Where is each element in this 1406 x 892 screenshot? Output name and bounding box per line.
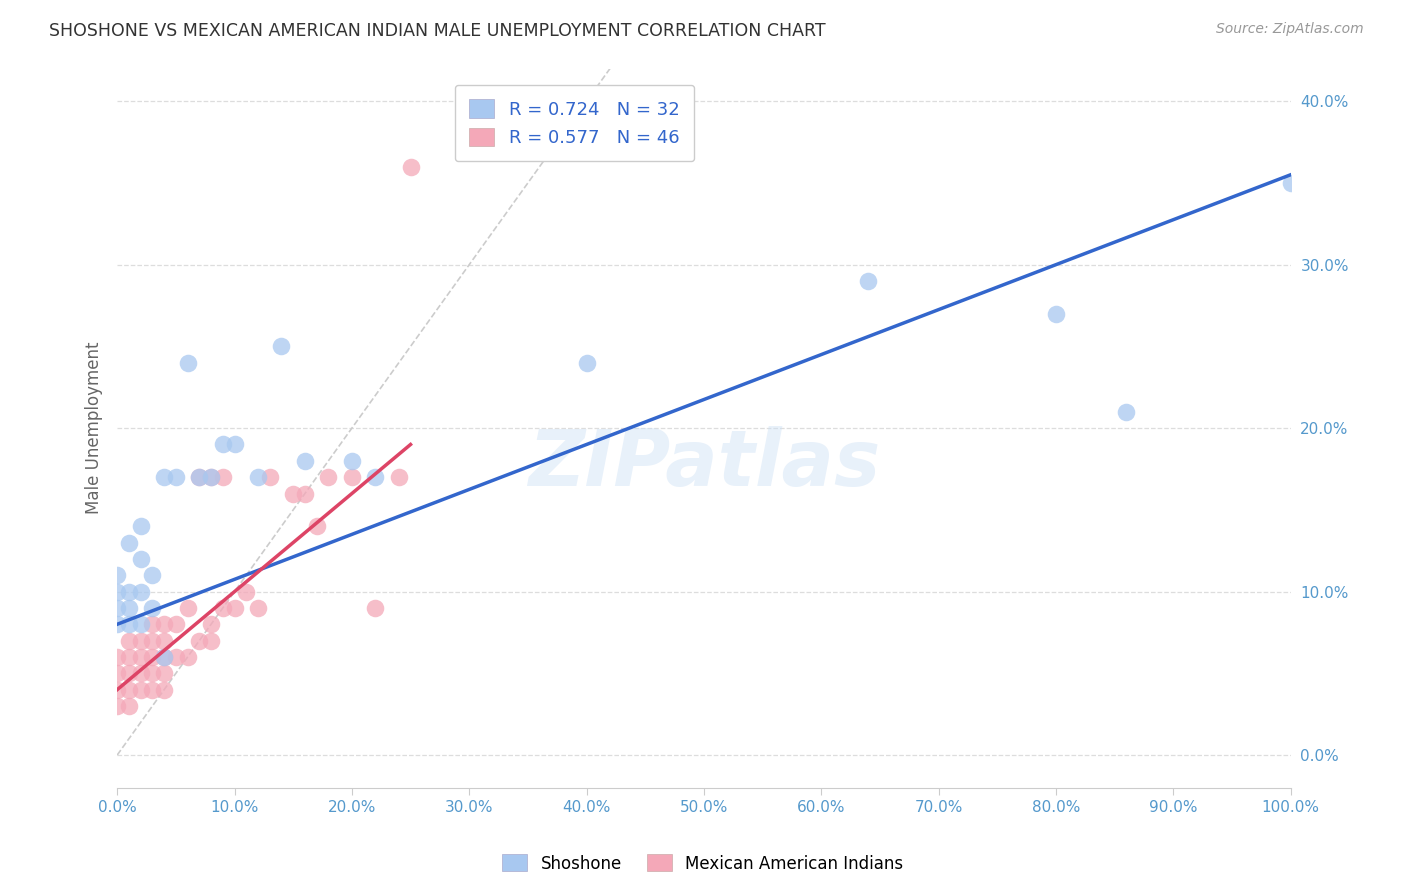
Point <box>856 274 879 288</box>
Point <box>105 584 128 599</box>
Point <box>129 584 152 599</box>
Point <box>211 470 233 484</box>
Point <box>118 650 141 665</box>
Point <box>141 682 163 697</box>
Point <box>305 519 328 533</box>
Point <box>224 601 246 615</box>
Point <box>246 601 269 615</box>
Point <box>118 682 141 697</box>
Point <box>105 666 128 681</box>
Point <box>129 519 152 533</box>
Point <box>1279 176 1302 190</box>
Point <box>105 682 128 697</box>
Point <box>235 584 257 599</box>
Point <box>153 633 176 648</box>
Point <box>129 666 152 681</box>
Point <box>129 650 152 665</box>
Point <box>118 535 141 549</box>
Point <box>364 470 387 484</box>
Point <box>153 650 176 665</box>
Point <box>105 650 128 665</box>
Point <box>118 699 141 714</box>
Point <box>105 568 128 582</box>
Point <box>211 601 233 615</box>
Point <box>176 601 198 615</box>
Point <box>575 356 598 370</box>
Point <box>141 601 163 615</box>
Point <box>165 650 187 665</box>
Point <box>141 568 163 582</box>
Point <box>188 470 211 484</box>
Point <box>294 454 316 468</box>
Point <box>246 470 269 484</box>
Point <box>153 617 176 632</box>
Point <box>129 633 152 648</box>
Text: Source: ZipAtlas.com: Source: ZipAtlas.com <box>1216 22 1364 37</box>
Point <box>129 617 152 632</box>
Point <box>224 437 246 451</box>
Point <box>200 633 222 648</box>
Legend: Shoshone, Mexican American Indians: Shoshone, Mexican American Indians <box>496 847 910 880</box>
Point <box>294 486 316 500</box>
Point <box>270 339 292 353</box>
Point <box>141 617 163 632</box>
Point <box>259 470 281 484</box>
Point <box>141 650 163 665</box>
Point <box>141 666 163 681</box>
Point <box>188 470 211 484</box>
Point <box>118 617 141 632</box>
Legend: R = 0.724   N = 32, R = 0.577   N = 46: R = 0.724 N = 32, R = 0.577 N = 46 <box>454 85 695 161</box>
Point <box>105 699 128 714</box>
Point <box>176 650 198 665</box>
Point <box>118 633 141 648</box>
Point <box>200 470 222 484</box>
Point <box>211 437 233 451</box>
Point <box>188 633 211 648</box>
Point <box>129 552 152 566</box>
Point <box>141 633 163 648</box>
Point <box>118 666 141 681</box>
Point <box>129 682 152 697</box>
Point <box>1045 307 1067 321</box>
Text: SHOSHONE VS MEXICAN AMERICAN INDIAN MALE UNEMPLOYMENT CORRELATION CHART: SHOSHONE VS MEXICAN AMERICAN INDIAN MALE… <box>49 22 825 40</box>
Point <box>283 486 305 500</box>
Point <box>153 470 176 484</box>
Point <box>153 682 176 697</box>
Point <box>318 470 340 484</box>
Y-axis label: Male Unemployment: Male Unemployment <box>86 342 103 515</box>
Point <box>176 356 198 370</box>
Point <box>340 470 363 484</box>
Point <box>165 617 187 632</box>
Point <box>105 617 128 632</box>
Point <box>340 454 363 468</box>
Point <box>153 666 176 681</box>
Text: ZIPatlas: ZIPatlas <box>527 426 880 502</box>
Point <box>200 617 222 632</box>
Point <box>153 650 176 665</box>
Point <box>399 160 422 174</box>
Point <box>388 470 411 484</box>
Point <box>1115 405 1137 419</box>
Point <box>200 470 222 484</box>
Point <box>118 601 141 615</box>
Point <box>165 470 187 484</box>
Point <box>118 584 141 599</box>
Point <box>364 601 387 615</box>
Point <box>105 601 128 615</box>
